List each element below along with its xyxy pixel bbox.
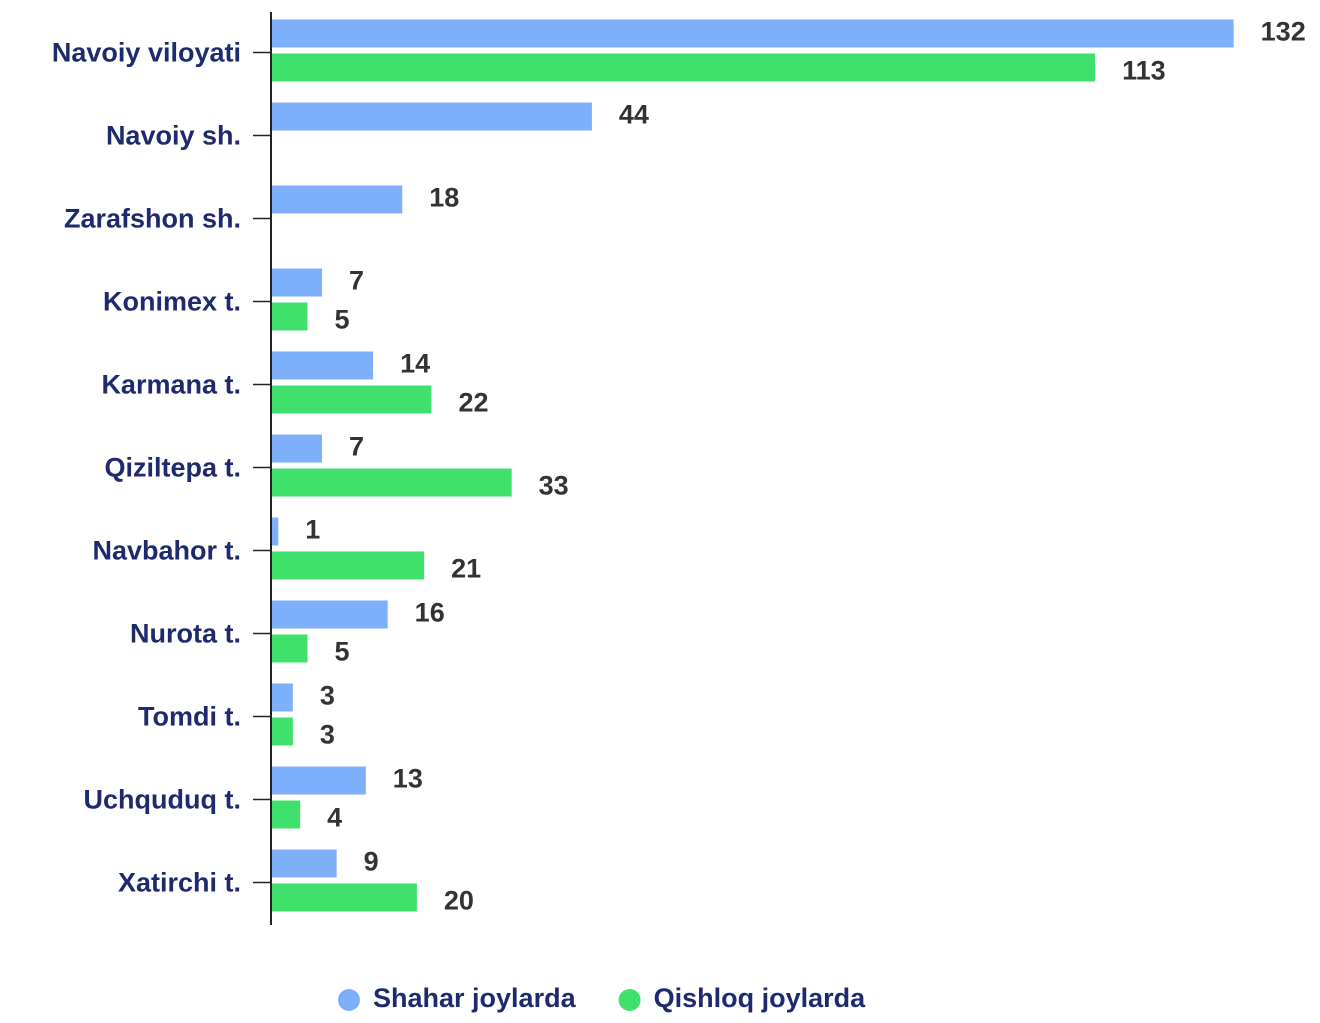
- bar: [271, 517, 279, 546]
- bar: [271, 717, 293, 746]
- bar: [271, 468, 512, 497]
- y-tick-label: Konimex t.: [103, 287, 241, 317]
- bar: [271, 600, 388, 629]
- bar: [271, 883, 417, 912]
- value-label: 5: [334, 305, 349, 335]
- y-tick-label: Tomdi t.: [138, 702, 241, 732]
- value-label: 44: [619, 100, 649, 130]
- legend-marker: [618, 989, 641, 1011]
- y-tick-label: Zarafshon sh.: [64, 204, 241, 234]
- bar: [271, 683, 293, 712]
- y-tick-label: Qiziltepa t.: [104, 453, 241, 483]
- bar: [271, 268, 323, 297]
- y-tick-label: Xatirchi t.: [118, 868, 241, 898]
- y-tick-label: Nurota t.: [130, 619, 241, 649]
- value-label: 9: [364, 847, 379, 877]
- y-tick-label: Navoiy viloyati: [52, 38, 241, 68]
- value-label: 13: [393, 764, 423, 794]
- value-label: 22: [458, 388, 488, 418]
- legend-marker: [338, 989, 360, 1011]
- value-label: 1: [305, 515, 320, 545]
- y-tick-label: Uchquduq t.: [84, 785, 241, 815]
- value-label: 7: [349, 432, 364, 462]
- value-label: 21: [451, 554, 481, 584]
- value-label: 14: [400, 349, 430, 379]
- bar: [271, 434, 323, 463]
- bar: [271, 849, 337, 878]
- y-tick-label: Navoiy sh.: [106, 121, 241, 151]
- bar: [271, 102, 592, 131]
- value-label: 20: [444, 886, 474, 916]
- bar: [271, 185, 403, 214]
- value-label: 113: [1122, 56, 1166, 86]
- value-label: 4: [327, 803, 342, 833]
- value-label: 5: [334, 637, 349, 667]
- y-tick-label: Karmana t.: [101, 370, 241, 400]
- bar: [271, 53, 1096, 82]
- legend-label: Qishloq joylarda: [654, 983, 867, 1013]
- bar: [271, 766, 366, 795]
- bar: [271, 302, 308, 331]
- value-label: 3: [320, 681, 335, 711]
- value-label: 16: [415, 598, 445, 628]
- value-label: 132: [1261, 17, 1306, 47]
- value-label: 3: [320, 720, 335, 750]
- value-label: 18: [429, 183, 459, 213]
- bar: [271, 551, 425, 580]
- legend-label: Shahar joylarda: [373, 983, 577, 1013]
- value-label: 7: [349, 266, 364, 296]
- bar: [271, 19, 1234, 48]
- bar: [271, 351, 374, 380]
- bar: [271, 385, 432, 414]
- bar: [271, 634, 308, 663]
- bar: [271, 800, 301, 829]
- value-label: 33: [539, 471, 569, 501]
- y-tick-label: Navbahor t.: [92, 536, 241, 566]
